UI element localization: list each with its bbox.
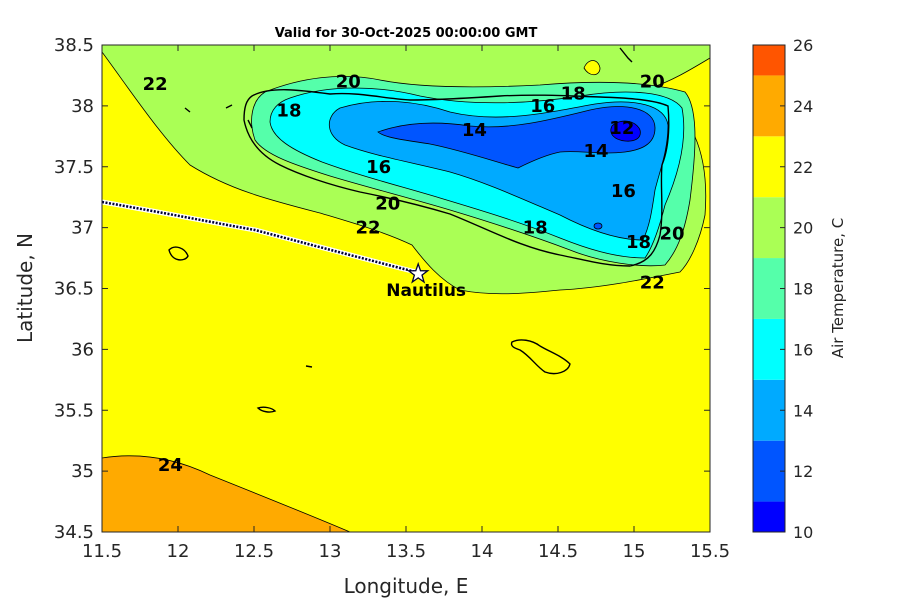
y-tick-label: 36.5 [54, 279, 94, 300]
x-axis-label: Longitude, E [344, 574, 469, 598]
colorbar-swatch [753, 75, 785, 137]
x-tick-label: 12.5 [234, 541, 274, 562]
marker-label: Nautilus [386, 281, 466, 301]
field-24-26 [102, 455, 351, 532]
colorbar-tick-label: 24 [793, 97, 813, 116]
colorbar-tick-label: 18 [793, 280, 813, 299]
colorbar-swatch [753, 440, 785, 502]
star-marker-icon [406, 261, 430, 284]
y-tick-label: 38 [71, 96, 94, 117]
x-tick-label: 14.5 [538, 541, 578, 562]
field-small-contour [583, 60, 601, 76]
y-axis-label: Latitude, N [13, 233, 37, 343]
colorbar-tick-label: 26 [793, 36, 813, 55]
map-title: Valid for 30-Oct-2025 00:00:00 GMT [275, 26, 538, 41]
x-tick-label: 15 [623, 541, 646, 562]
colorbar-tick-label: 14 [793, 401, 813, 420]
ship-track [102, 199, 417, 275]
contour-label: 18 [561, 84, 586, 105]
y-tick-label: 38.5 [54, 35, 94, 56]
contour-label: 14 [462, 120, 487, 141]
y-tick-label: 34.5 [54, 522, 94, 543]
colorbar-swatch [753, 45, 785, 76]
contour-label: 16 [366, 157, 391, 178]
x-axis-ticks: 11.5 12 12.5 13 13.5 14 14.5 15 15.5 [82, 45, 730, 562]
colorbar-swatch [753, 379, 785, 441]
x-tick-label: 15.5 [690, 541, 730, 562]
colorbar-swatch [753, 136, 785, 198]
contour-label: 20 [659, 224, 684, 245]
y-tick-label: 37.5 [54, 157, 94, 178]
colorbar: 10 12 14 16 18 20 22 24 26 [752, 36, 813, 542]
contour-label: 22 [143, 74, 168, 95]
field-10-12 [610, 120, 641, 142]
colorbar-swatch [753, 501, 785, 532]
colorbar-tick-label: 20 [793, 219, 813, 238]
field-12-14 [377, 106, 656, 169]
x-tick-label: 11.5 [82, 541, 122, 562]
colorbar-swatch [753, 258, 785, 319]
colorbar-swatch [753, 197, 785, 259]
y-tick-label: 35.5 [54, 400, 94, 421]
contour-label: 16 [611, 181, 636, 202]
contour-label: 18 [626, 232, 651, 253]
contour-label: 20 [375, 193, 400, 214]
colorbar-swatch [753, 318, 785, 380]
contour-label: 24 [158, 455, 183, 476]
x-tick-label: 12 [167, 541, 190, 562]
contour-label: 22 [640, 272, 665, 293]
contour-label: 12 [609, 118, 634, 139]
contour-label: 14 [583, 141, 608, 162]
contour-label: 18 [276, 101, 301, 122]
y-axis-ticks: 34.5 35 35.5 36 36.5 37 37.5 38 38.5 [54, 35, 710, 543]
colorbar-label: Air Temperature, C [829, 218, 847, 358]
y-tick-label: 36 [71, 339, 94, 360]
contour-label: 20 [336, 72, 361, 93]
contour-label: 16 [530, 96, 555, 117]
colorbar-tick-label: 22 [793, 158, 813, 177]
contour-label: 20 [640, 72, 665, 93]
contour-label: 22 [355, 218, 380, 239]
colorbar-tick-label: 12 [793, 462, 813, 481]
contour-label: 18 [523, 218, 548, 239]
x-tick-label: 14 [471, 541, 494, 562]
coastlines [168, 47, 670, 413]
x-tick-label: 13.5 [386, 541, 426, 562]
colorbar-tick-label: 16 [793, 340, 813, 359]
x-tick-label: 13 [319, 541, 342, 562]
y-tick-label: 35 [71, 461, 94, 482]
colorbar-tick-label: 10 [793, 523, 813, 542]
ship-marker: Nautilus [386, 261, 466, 301]
y-tick-label: 37 [71, 218, 94, 239]
field-small-contour [593, 222, 603, 230]
